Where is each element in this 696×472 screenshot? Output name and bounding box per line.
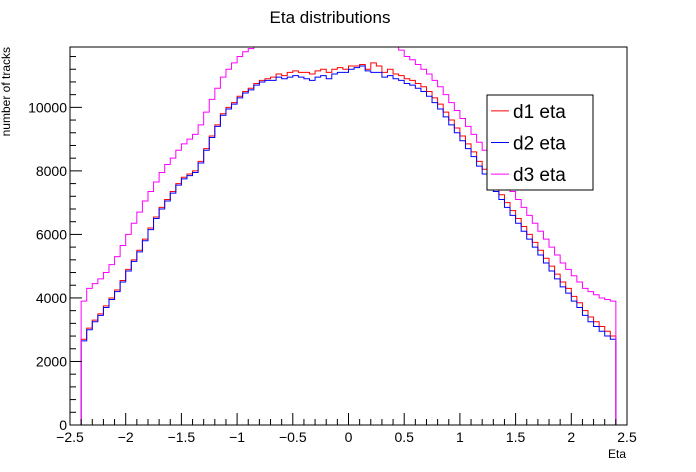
x-tick-label: 0.5 bbox=[394, 429, 414, 445]
series-line-3 bbox=[80, 47, 617, 425]
x-tick-label: −1 bbox=[229, 429, 245, 445]
x-tick-label: −0.5 bbox=[279, 429, 307, 445]
x-tick-label: 2 bbox=[567, 429, 575, 445]
chart-title: Eta distributions bbox=[270, 8, 391, 27]
x-tick-label: 0 bbox=[345, 429, 353, 445]
legend: d1 eta d2 eta d3 eta bbox=[486, 94, 594, 191]
x-tick-label: −1.5 bbox=[168, 429, 196, 445]
x-tick-label: −2 bbox=[118, 429, 134, 445]
y-tick-label: 0 bbox=[59, 417, 67, 433]
axes-layer: −2.5 −2 −1.5 −1 −0.5 0 0.5 1 1.5 2 2.5 0 2000 4000 600… bbox=[28, 46, 637, 445]
x-tick-label: −2.5 bbox=[56, 429, 84, 445]
series-layer bbox=[80, 47, 617, 425]
x-tick-label: 2.5 bbox=[617, 429, 637, 445]
y-tick-label: 2000 bbox=[36, 353, 67, 369]
x-tick-label: 1.5 bbox=[506, 429, 526, 445]
legend-label-1: d1 eta bbox=[513, 102, 566, 123]
legend-label-3: d3 eta bbox=[513, 165, 566, 186]
series-line-1 bbox=[80, 62, 617, 425]
y-tick-label: 4000 bbox=[36, 290, 67, 306]
y-tick-label: 8000 bbox=[36, 163, 67, 179]
y-axis-title: number of tracks bbox=[0, 47, 13, 136]
x-axis-title: Eta bbox=[608, 447, 626, 461]
y-tick-label: 10000 bbox=[28, 99, 67, 115]
legend-label-2: d2 eta bbox=[513, 134, 566, 155]
series-line-2 bbox=[80, 65, 617, 425]
x-tick-label: 1 bbox=[456, 429, 464, 445]
y-tick-label: 6000 bbox=[36, 226, 67, 242]
